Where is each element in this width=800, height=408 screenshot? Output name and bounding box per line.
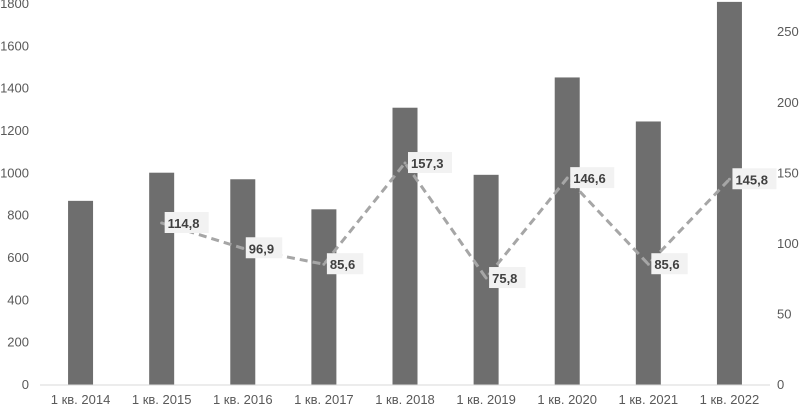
- y-right-tick-label: 100: [777, 236, 799, 251]
- data-label: 145,8: [735, 172, 768, 187]
- y-left-tick-label: 600: [7, 250, 29, 265]
- x-tick-label: 1 кв. 2017: [294, 392, 354, 407]
- data-label: 114,8: [168, 216, 200, 231]
- y-right-tick-label: 200: [777, 95, 799, 110]
- line-point: [646, 262, 650, 266]
- data-label-box: [408, 152, 452, 174]
- y-axis-left: 0 200 400 600 800 1000 1200 1400 1600 1800: [0, 0, 29, 392]
- data-labels-layer: 114,8 96,9 85,6 157,3 75,8 146,6 85,6 145,8: [164, 152, 777, 289]
- x-tick-label: 1 кв. 2015: [132, 392, 192, 407]
- y-left-tick-label: 1800: [0, 0, 29, 11]
- x-tick-label: 1 кв. 2018: [375, 392, 435, 407]
- x-axis: 1 кв. 2014 1 кв. 2015 1 кв. 2016 1 кв. 2017…: [51, 392, 759, 407]
- y-left-tick-label: 200: [7, 335, 29, 350]
- y-left-tick-label: 1200: [0, 123, 29, 138]
- bar: [716, 1, 742, 386]
- x-tick-label: 1 кв. 2016: [213, 392, 273, 407]
- x-tick-label: 1 кв. 2019: [456, 392, 516, 407]
- data-label: 96,9: [249, 241, 274, 256]
- data-label: 85,6: [330, 257, 355, 272]
- data-label-box: [570, 167, 615, 189]
- data-label-box: [326, 253, 364, 275]
- x-tick-label: 1 кв. 2014: [51, 392, 111, 407]
- line-point: [403, 161, 407, 165]
- data-label: 85,6: [654, 257, 679, 272]
- bar: [554, 77, 580, 385]
- y-axis-right: 0 50 100 150 200 250: [777, 24, 799, 392]
- data-label: 157,3: [411, 156, 444, 171]
- line-point: [322, 262, 326, 266]
- line-point: [160, 221, 164, 225]
- y-left-tick-label: 800: [7, 208, 29, 223]
- data-label: 75,8: [492, 271, 517, 286]
- y-left-tick-label: 400: [7, 292, 29, 307]
- x-tick-label: 1 кв. 2022: [700, 392, 760, 407]
- data-label-box: [651, 253, 688, 275]
- bar: [311, 209, 337, 385]
- data-label-box: [164, 212, 209, 234]
- y-left-tick-label: 1400: [0, 81, 29, 96]
- y-right-tick-label: 150: [777, 165, 799, 180]
- data-label-box: [245, 237, 283, 259]
- y-right-tick-label: 250: [777, 24, 799, 39]
- y-left-tick-label: 1600: [0, 38, 29, 53]
- line-point: [484, 276, 488, 280]
- line-point: [727, 177, 731, 181]
- y-right-tick-label: 50: [777, 306, 791, 321]
- data-label-box: [732, 168, 777, 190]
- x-tick-label: 1 кв. 2020: [537, 392, 597, 407]
- y-left-tick-label: 1000: [0, 165, 29, 180]
- data-label-box: [489, 267, 526, 289]
- bars-layer: [68, 1, 742, 386]
- bar: [149, 172, 175, 385]
- y-right-tick-label: 0: [777, 377, 784, 392]
- x-tick-label: 1 кв. 2021: [619, 392, 679, 407]
- line-point: [565, 176, 569, 180]
- data-label: 146,6: [573, 171, 606, 186]
- bar: [68, 200, 94, 385]
- y-left-tick-label: 0: [22, 377, 29, 392]
- line-point: [241, 246, 245, 250]
- bar: [392, 107, 418, 385]
- bar: [230, 179, 256, 385]
